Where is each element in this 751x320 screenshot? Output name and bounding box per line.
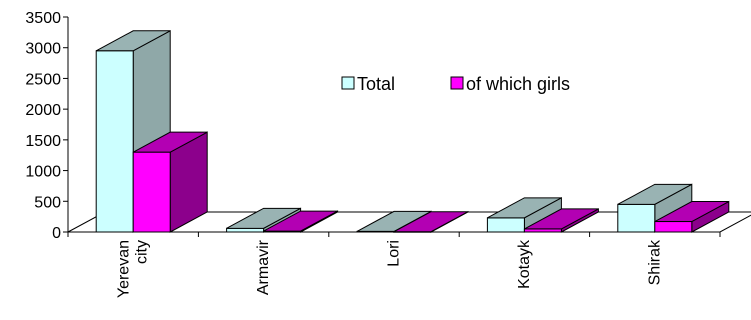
x-category-label: Kotayk	[516, 239, 533, 289]
bar-1-3	[523, 208, 599, 233]
bar-front-0-1	[226, 227, 265, 233]
bar-1-1	[263, 210, 339, 233]
bar-front-1-0	[132, 151, 171, 233]
bar-front-0-4	[617, 203, 656, 233]
bar-top-1-1	[263, 210, 338, 232]
bar-top-0-1	[226, 207, 301, 229]
bar-top-0-3	[487, 197, 562, 219]
chart-legend: Total of which girls	[341, 74, 570, 94]
bar-1-4	[654, 200, 730, 233]
bar-top-1-4	[654, 201, 730, 223]
y-tick-label: 500	[34, 194, 61, 211]
bar-0-4	[617, 183, 693, 233]
y-tick-label: 2000	[25, 102, 61, 119]
chart-labels: 0 500 1000 1500 2000 2500 3000 3500 Yerevan city A…	[25, 10, 663, 298]
y-tick-label: 3000	[25, 41, 61, 58]
y-tick-label: 2500	[25, 71, 61, 88]
chart-axes	[63, 16, 721, 237]
bar-1-0	[132, 131, 208, 233]
bar-top-1-0	[132, 131, 208, 153]
bar-0-1	[226, 207, 302, 233]
bar-front-0-3	[486, 217, 525, 233]
legend-label-0: Total	[357, 74, 395, 94]
bar-top-1-2	[393, 211, 469, 233]
x-category-label: Lori	[386, 240, 403, 267]
legend-swatch-1	[450, 76, 464, 90]
bar-front-1-4	[654, 221, 693, 233]
chart-bars	[95, 29, 730, 233]
bar-1-2	[393, 210, 469, 233]
x-category-label: city	[134, 240, 151, 264]
x-category-label: Armavir	[255, 239, 272, 295]
legend-swatch-0	[341, 76, 355, 90]
y-tick-label: 1500	[25, 133, 61, 150]
y-tick-label: 1000	[25, 164, 61, 181]
bar-top-0-0	[95, 30, 171, 52]
x-category-label: Yerevan	[116, 240, 133, 298]
legend-label-1: of which girls	[466, 74, 570, 94]
y-tick-label: 3500	[25, 10, 61, 27]
x-category-label: Shirak	[646, 239, 663, 285]
y-tick-label: 0	[52, 225, 61, 242]
bar-top-1-3	[524, 208, 599, 230]
bar-front-0-0	[95, 50, 134, 233]
bar-top-0-4	[617, 183, 693, 205]
